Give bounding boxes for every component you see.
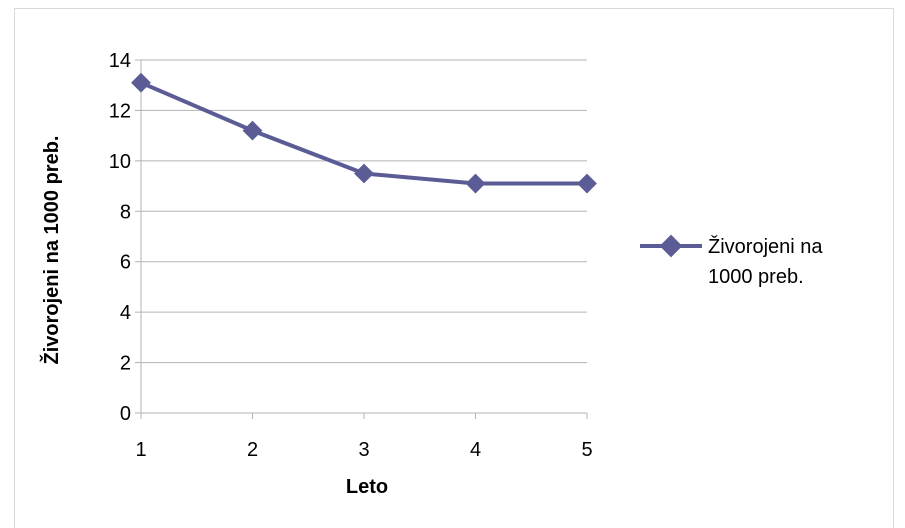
x-tick-label: 1 [135, 439, 146, 461]
chart-frame [14, 8, 894, 528]
data-point-marker [465, 173, 486, 194]
gridlines [141, 59, 587, 364]
x-tick-label: 2 [247, 439, 258, 461]
y-tick-label: 12 [109, 100, 131, 122]
series-layer [131, 72, 597, 194]
data-point-marker [354, 163, 374, 184]
chart-container: 0 2 4 6 8 10 12 14 1 2 3 4 5 Leto Živorojeni na 1000… [14, 8, 894, 528]
y-axis-title: Živorojeni na 1000 preb. [39, 136, 63, 365]
y-tick-label: 6 [120, 252, 131, 274]
y-tick-label: 0 [120, 403, 131, 425]
x-tick-label: 4 [470, 439, 481, 461]
y-tick-label: 10 [109, 151, 131, 173]
y-tick-label: 2 [120, 353, 131, 375]
y-tick-label: 14 [109, 50, 131, 72]
x-axis-title: Leto [346, 476, 388, 498]
x-tick-label: 5 [581, 439, 592, 461]
data-point-marker [577, 173, 597, 194]
data-point-marker [242, 120, 263, 141]
legend-label-line-2: 1000 preb. [708, 266, 804, 288]
legend: Živorojeni na 1000 preb. [640, 234, 823, 288]
y-tick-label: 4 [120, 302, 131, 324]
data-point-marker [131, 72, 151, 93]
axes [135, 59, 588, 419]
x-tick-label: 3 [358, 439, 369, 461]
legend-marker [659, 234, 683, 258]
y-tick-label: 8 [120, 201, 131, 223]
legend-label-line-1: Živorojeni na [708, 235, 823, 258]
